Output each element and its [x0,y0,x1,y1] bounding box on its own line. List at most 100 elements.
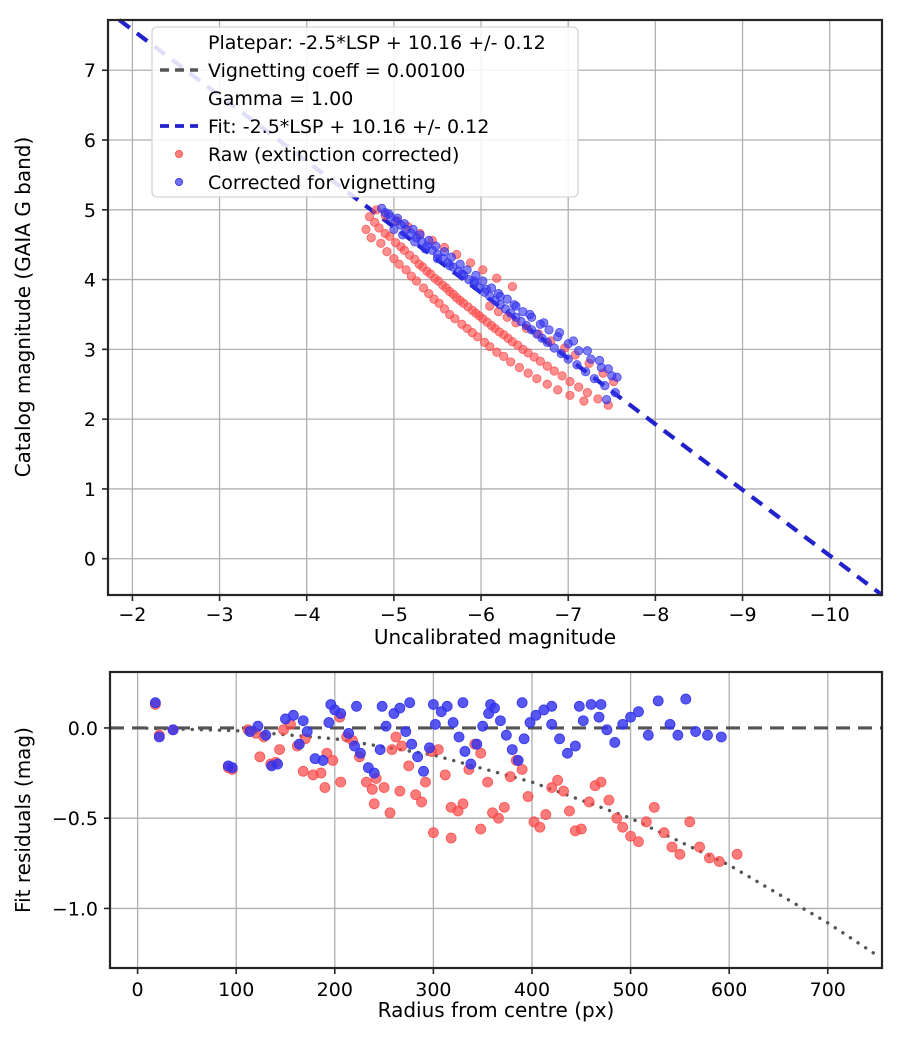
data-point [609,736,621,748]
data-point [384,807,396,819]
data-point [524,717,536,728]
data-point [593,394,603,404]
data-point [664,718,676,730]
data-point [384,231,395,241]
data-point [500,729,512,741]
data-point [546,700,558,712]
data-point [585,699,597,710]
data-point [394,702,406,714]
data-point [617,821,629,833]
data-point [504,771,516,783]
legend-blue-dot-icon [174,177,183,186]
data-point [394,259,404,269]
data-point [445,832,457,844]
data-point [293,738,305,750]
y-tick-label: 3 [84,339,96,361]
data-point [498,801,510,813]
data-point [523,368,533,378]
calibration-x-axis-label: Uncalibrated magnitude [374,625,616,649]
y-tick-label: 4 [84,270,96,292]
calibration-x-tick-labels: −2 −3 −4 −5 −6 −7 −8 −9 −10 [118,604,849,626]
data-point [568,336,579,346]
x-tick-label: −2 [118,604,146,626]
data-point [475,747,487,759]
data-point [366,783,378,795]
data-point [577,715,589,727]
legend-label: Fit: -2.5*LSP + 10.16 +/- 0.12 [208,116,489,138]
data-point [418,283,429,293]
data-point [323,717,335,728]
data-point [429,718,441,730]
data-point [582,346,592,356]
data-point [360,776,372,788]
data-point [287,709,299,721]
x-tick-label: 600 [711,979,747,1001]
data-point [625,711,636,723]
data-point [368,767,380,779]
data-point [525,309,535,320]
data-point [380,720,392,732]
data-point [398,230,408,240]
data-point [366,233,376,243]
data-point [542,361,552,371]
data-point [558,785,569,797]
data-point [731,848,743,860]
data-point [427,699,439,710]
data-point [446,252,457,262]
data-point [403,760,415,772]
data-point [601,395,612,405]
data-point [424,288,434,299]
data-point [582,388,592,398]
data-point [453,731,465,743]
data-point [427,827,439,839]
data-point [603,364,613,374]
data-point [450,314,460,324]
data-point [410,237,420,247]
data-point [557,371,567,381]
x-tick-label: −3 [206,604,234,626]
data-point [361,224,371,234]
data-point [562,747,573,759]
data-point [399,219,409,229]
data-point [351,700,362,712]
legend-label: Platepar: -2.5*LSP + 10.16 +/- 0.12 [208,32,546,54]
data-point [389,254,399,264]
data-point [544,325,554,335]
data-point [439,304,450,314]
data-point [400,726,412,737]
residuals-panel: 0 100 200 300 400 500 600 700 0.0 −0.5 −1.0 Radiu… [11,670,884,1022]
data-point [432,254,443,264]
data-point [542,379,552,389]
data-point [512,755,524,766]
x-tick-label: 700 [810,979,846,1001]
data-point [469,276,479,286]
x-tick-label: −9 [729,604,757,626]
data-point [406,738,418,750]
data-point [420,776,431,788]
data-point [575,823,587,835]
data-point [652,695,664,707]
calibration-panel: −2 −3 −4 −5 −6 −7 −8 −9 −10 0 1 2 3 4 5 6 7 Uncalibrate… [11,18,884,649]
data-point [553,385,563,395]
y-tick-label: −0.5 [52,808,98,830]
data-point [392,213,402,223]
data-point [335,708,347,719]
residuals-y-axis-label: Fit residuals (mag) [11,727,35,913]
data-point [410,789,422,801]
data-point [581,367,591,377]
data-point [507,281,518,292]
data-point [325,699,337,710]
data-point [690,726,702,737]
data-point [514,362,525,373]
data-point [415,230,425,240]
vignetting-model-curve [135,726,879,958]
data-point [495,291,505,301]
data-point [600,381,610,391]
data-point [610,388,620,398]
data-point [702,729,713,741]
residuals-corrected-points [149,693,727,779]
data-point [252,720,264,732]
data-point [301,726,313,737]
data-point [401,265,411,275]
data-point [378,782,390,793]
